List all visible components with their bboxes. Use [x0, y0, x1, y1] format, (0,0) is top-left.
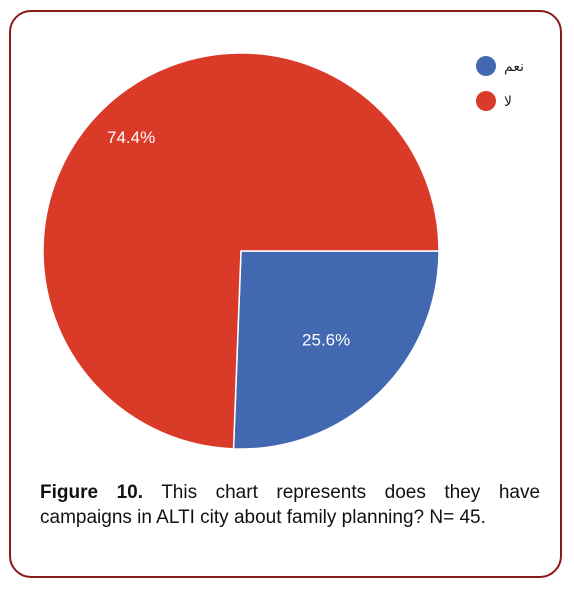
figure-caption: Figure 10. This chart represents does th… — [40, 480, 540, 530]
legend-label: لا — [504, 94, 512, 110]
legend-label: نعم — [504, 59, 524, 75]
pie-slices — [42, 52, 440, 450]
legend-swatch — [476, 91, 496, 111]
legend-swatch — [476, 56, 496, 76]
slice-value-label: 25.6% — [302, 330, 350, 349]
figure-label: Figure 10. — [40, 482, 143, 503]
legend: نعم لا — [476, 56, 524, 111]
pie-slice-2 — [42, 52, 440, 450]
caption-text: This chart represents does they have cam… — [40, 482, 541, 528]
pie-slice-1 — [232, 250, 440, 450]
slice-value-label: 74.4% — [107, 128, 155, 147]
pie-slice-labels: 25.6% 74.4% — [107, 128, 350, 350]
